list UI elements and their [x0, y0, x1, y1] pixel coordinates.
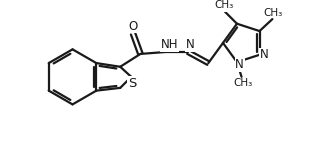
Text: S: S [128, 77, 136, 90]
Text: N: N [186, 38, 194, 51]
Text: CH₃: CH₃ [264, 8, 283, 18]
Text: NH: NH [161, 38, 178, 51]
Text: CH₃: CH₃ [214, 0, 234, 10]
Text: CH₃: CH₃ [234, 78, 253, 88]
Text: N: N [235, 58, 244, 71]
Text: O: O [128, 20, 138, 33]
Text: N: N [260, 48, 269, 61]
